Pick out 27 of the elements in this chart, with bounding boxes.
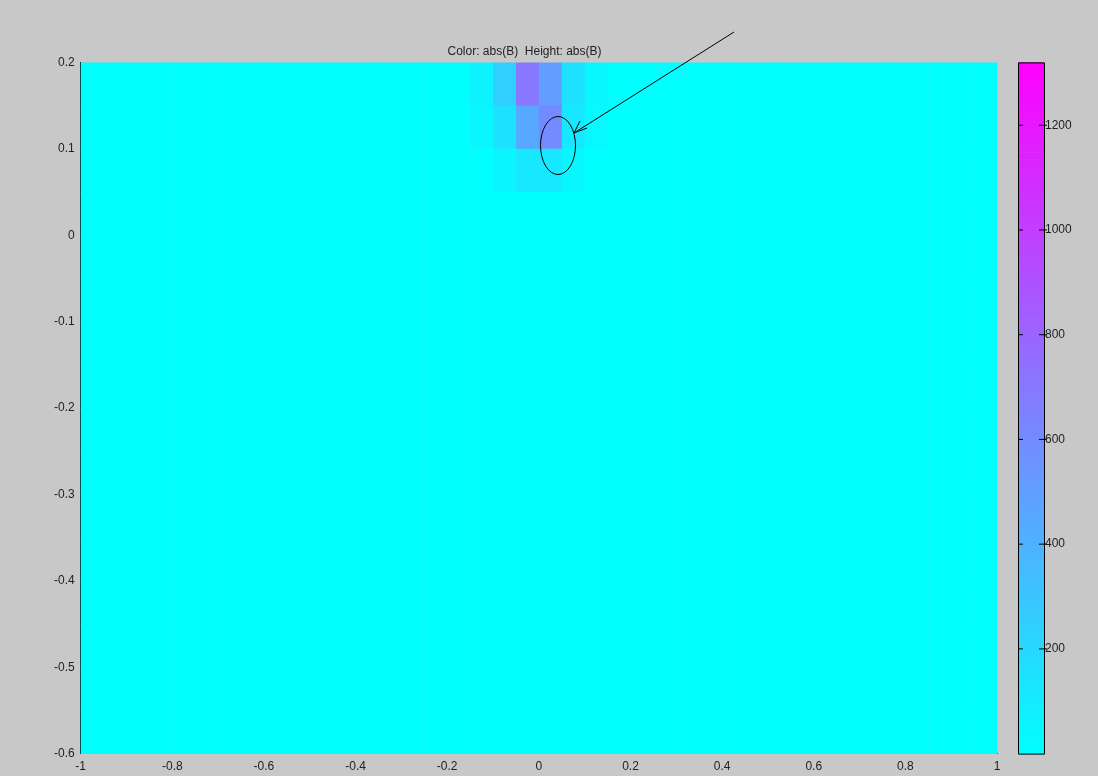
y-tick-label: -0.2	[53, 400, 75, 415]
y-tick-label: -0.4	[53, 573, 75, 588]
x-tick-label: 0.2	[622, 759, 640, 774]
y-tick-label: -0.5	[53, 659, 75, 674]
chart-title: Color: abs(B) Height: abs(B)	[447, 43, 602, 58]
x-tick-label: -0.4	[345, 759, 367, 774]
color-bar-label: 600	[1045, 431, 1066, 446]
color-bar-label: 1000	[1045, 222, 1073, 237]
x-tick-label: 0	[535, 759, 543, 774]
x-tick-label: 0.8	[897, 759, 915, 774]
y-tick-label: 0.1	[57, 141, 75, 156]
color-bar-label: 400	[1045, 536, 1066, 551]
x-tick-label: 1	[993, 759, 1001, 774]
y-tick-label: 0	[67, 227, 75, 242]
x-tick-label: 0.6	[805, 759, 823, 774]
x-tick-label: -0.8	[161, 759, 183, 774]
x-tick-label: 0.4	[713, 759, 731, 774]
y-tick-label: -0.3	[53, 486, 75, 501]
x-tick-label: -0.6	[253, 759, 275, 774]
color-bar-label: 200	[1045, 641, 1066, 656]
y-tick-label: 0.2	[57, 54, 75, 69]
y-tick-label: -0.6	[53, 745, 75, 760]
color-bar-label: 1200	[1045, 117, 1073, 132]
y-tick-label: -0.1	[53, 313, 75, 328]
x-tick-label: -0.2	[436, 759, 458, 774]
x-tick-label: -1	[75, 759, 87, 774]
color-bar-label: 800	[1045, 327, 1066, 341]
